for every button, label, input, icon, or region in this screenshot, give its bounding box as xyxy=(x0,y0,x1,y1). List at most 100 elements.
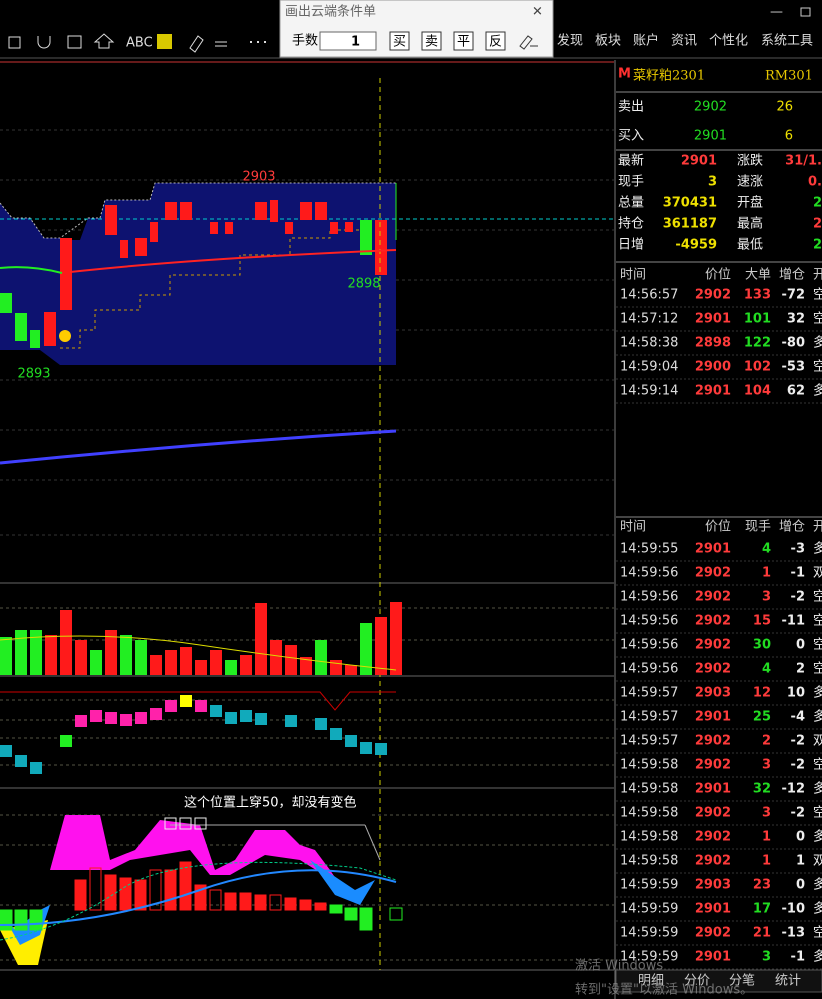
book-label: 买入 xyxy=(618,129,644,144)
qty-input[interactable] xyxy=(319,31,377,51)
book-price: 2902 xyxy=(694,100,727,115)
column-header: 时间 xyxy=(620,268,646,283)
cell: 14:57:12 xyxy=(620,312,678,327)
column-header: 增仓 xyxy=(779,268,805,283)
candle-up xyxy=(375,220,387,275)
osc-bar xyxy=(0,745,12,757)
cell: 3 xyxy=(762,806,771,821)
cell: -2 xyxy=(791,734,805,749)
cell: 2902 xyxy=(695,830,731,845)
cell: 2902 xyxy=(695,806,731,821)
macd-bar xyxy=(149,869,162,911)
button-frame[interactable] xyxy=(453,31,474,51)
cell: 14:59:59 xyxy=(620,902,678,917)
stat-value: -4959 xyxy=(675,238,717,253)
cell: 2901 xyxy=(695,902,731,917)
tab[interactable]: 统计 xyxy=(775,974,801,989)
button-frame[interactable] xyxy=(389,31,410,51)
draw-icon[interactable] xyxy=(519,35,538,50)
close-button[interactable]: ✕ xyxy=(532,5,543,20)
book-qty: 26 xyxy=(776,100,793,115)
candle-up xyxy=(225,222,233,234)
macd-bar xyxy=(209,889,222,911)
minimize[interactable]: — xyxy=(770,5,783,20)
osc-line xyxy=(0,691,396,711)
osc-bar xyxy=(180,695,192,707)
cell: 2901 xyxy=(695,542,731,557)
candle xyxy=(44,312,56,346)
cell: 104 xyxy=(744,384,771,399)
osc-bar xyxy=(285,715,297,727)
cell: 多 xyxy=(813,829,822,845)
dialog-button[interactable]: 平 xyxy=(457,35,470,50)
stat-value: 2 xyxy=(813,238,822,253)
dialog-button[interactable]: 反 xyxy=(489,35,502,50)
cell: 2902 xyxy=(695,638,731,653)
cell: 双 xyxy=(813,566,822,581)
menu-item[interactable]: 系统工具 xyxy=(761,34,813,49)
button-frame[interactable] xyxy=(421,31,442,51)
stat-value: 361187 xyxy=(663,217,717,232)
tool-text[interactable]: ABC xyxy=(126,36,153,51)
menu-item[interactable]: 发现 xyxy=(557,33,583,49)
candle-up xyxy=(165,202,177,220)
cell: 空 xyxy=(813,926,822,941)
dialog-button[interactable]: 卖 xyxy=(425,35,438,50)
cell: 14:59:58 xyxy=(620,782,678,797)
candle xyxy=(15,313,27,341)
color-swatch[interactable] xyxy=(157,34,172,49)
macd-bar xyxy=(119,877,132,911)
qty-label: 手数 xyxy=(292,34,318,49)
button-frame[interactable] xyxy=(485,31,506,51)
cell: 12 xyxy=(753,686,771,701)
tab[interactable]: 分价 xyxy=(684,974,710,989)
macd-bar-neg xyxy=(0,909,13,931)
tab[interactable]: 明细 xyxy=(638,974,664,989)
dialog-button[interactable]: 买 xyxy=(393,35,406,50)
price-label: 2893 xyxy=(17,367,50,382)
volume-bar xyxy=(150,655,162,675)
volume-bar xyxy=(270,640,282,675)
cell: 14:59:14 xyxy=(620,384,678,399)
stat-value: 0. xyxy=(808,175,822,190)
qty-value[interactable]: 1 xyxy=(351,35,360,50)
candle-up xyxy=(345,222,353,232)
cell: 4 xyxy=(762,662,771,677)
volume-bar xyxy=(375,617,387,675)
menu-item[interactable]: 账户 xyxy=(633,33,659,49)
candle-up xyxy=(270,200,278,222)
candle-up xyxy=(210,222,218,234)
cell: 14:59:59 xyxy=(620,926,678,941)
macd-bar-neg xyxy=(344,907,358,921)
osc-bar xyxy=(15,755,27,767)
cell: 14:59:56 xyxy=(620,614,678,629)
stat-label: 速涨 xyxy=(737,175,763,190)
cell: -72 xyxy=(782,288,806,303)
support-step xyxy=(60,229,360,349)
ma-green xyxy=(0,266,63,274)
cell: 14:59:55 xyxy=(620,542,678,557)
cell: -1 xyxy=(791,950,805,965)
macd-bar xyxy=(89,867,102,911)
tab[interactable]: 分笔 xyxy=(729,973,755,989)
cell: 多 xyxy=(813,901,822,917)
cell: 空 xyxy=(813,288,822,303)
volume-bar xyxy=(135,640,147,675)
menu-item[interactable]: 个性化 xyxy=(709,34,748,49)
cell: 1 xyxy=(762,830,771,845)
osc-bar xyxy=(360,742,372,754)
ma-blue xyxy=(0,429,397,465)
stat-label: 日增 xyxy=(618,238,644,253)
osc-bar xyxy=(345,735,357,747)
column-header: 开 xyxy=(813,520,822,535)
column-header: 大单 xyxy=(745,268,771,283)
menu-item[interactable]: 资讯 xyxy=(671,34,697,49)
volume-bar xyxy=(30,630,42,675)
cell: 0 xyxy=(796,830,805,845)
restore[interactable] xyxy=(800,7,811,17)
volume-bar xyxy=(210,650,222,675)
cell: 2901 xyxy=(695,384,731,399)
menu-item[interactable]: 板块 xyxy=(595,34,621,49)
candle-up xyxy=(120,240,128,258)
cell: 空 xyxy=(813,806,822,821)
